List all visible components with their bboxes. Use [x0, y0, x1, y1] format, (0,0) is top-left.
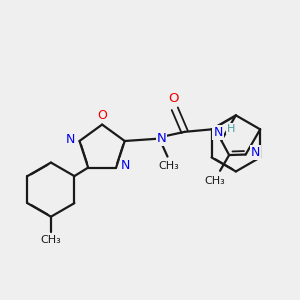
Text: N: N	[251, 146, 260, 159]
Text: H: H	[226, 124, 235, 134]
Text: CH₃: CH₃	[40, 235, 61, 245]
Text: N: N	[157, 132, 166, 145]
Text: O: O	[97, 109, 107, 122]
Text: O: O	[168, 92, 178, 105]
Text: N: N	[66, 133, 75, 146]
Text: CH₃: CH₃	[159, 161, 179, 171]
Text: CH₃: CH₃	[204, 176, 225, 186]
Text: N: N	[213, 126, 223, 139]
Text: N: N	[121, 159, 130, 172]
